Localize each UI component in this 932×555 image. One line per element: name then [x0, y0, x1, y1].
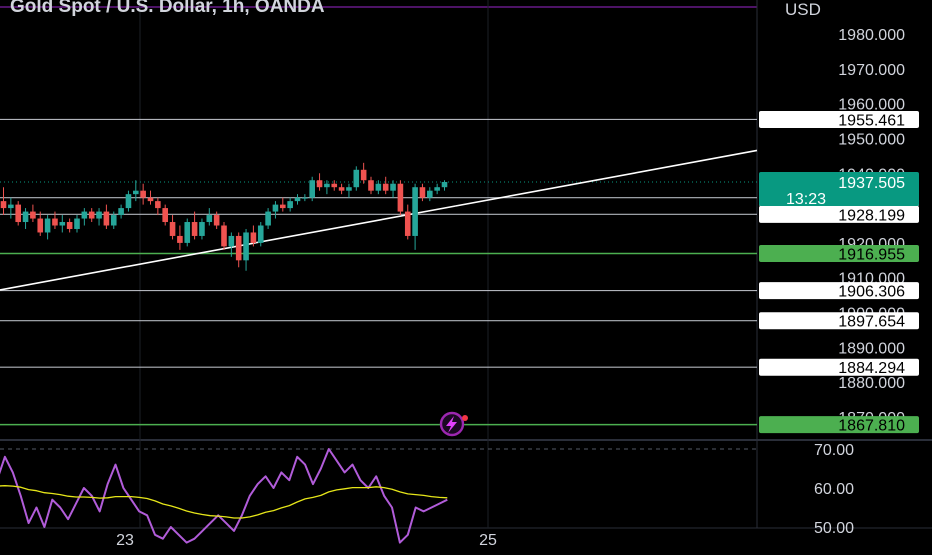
- current-price-label: 1937.505: [838, 175, 905, 192]
- candle-down[interactable]: [280, 204, 286, 209]
- rsi-line[interactable]: [0, 448, 448, 544]
- candle-down[interactable]: [103, 211, 110, 226]
- price-level-tag[interactable]: [759, 282, 919, 300]
- candle-up[interactable]: [125, 194, 132, 209]
- candle-up[interactable]: [309, 180, 315, 198]
- candle-down[interactable]: [66, 222, 73, 229]
- price-level-label: 1906.306: [838, 284, 905, 301]
- candle-down[interactable]: [0, 201, 7, 209]
- candle-down[interactable]: [191, 222, 198, 236]
- candle-down[interactable]: [360, 169, 367, 181]
- candle-up[interactable]: [375, 183, 382, 191]
- candle-down[interactable]: [316, 180, 323, 188]
- currency-label[interactable]: USD: [785, 0, 821, 19]
- candle-down[interactable]: [397, 183, 404, 212]
- price-axis-tick: 1970.000: [838, 62, 905, 79]
- candle-up[interactable]: [265, 211, 271, 226]
- candle-down[interactable]: [30, 211, 36, 219]
- price-level-tag[interactable]: [759, 205, 919, 223]
- candle-down[interactable]: [368, 180, 374, 191]
- candle-down[interactable]: [140, 190, 146, 198]
- price-level-label: 1955.461: [838, 112, 905, 129]
- candle-up[interactable]: [96, 211, 102, 219]
- candle-down[interactable]: [419, 187, 426, 198]
- candle-down[interactable]: [162, 208, 168, 223]
- candle-down[interactable]: [88, 211, 95, 219]
- candle-up[interactable]: [353, 169, 360, 188]
- symbol-title: Gold Spot / U.S. Dollar, 1h, OANDA: [10, 0, 325, 17]
- price-axis-tick: 1980.000: [838, 27, 905, 44]
- candle-up[interactable]: [59, 222, 66, 226]
- candle-up[interactable]: [412, 187, 418, 236]
- time-axis-tick: 25: [479, 532, 497, 549]
- candle-down[interactable]: [169, 222, 176, 236]
- candle-up[interactable]: [199, 222, 205, 236]
- candle-up[interactable]: [434, 187, 440, 191]
- candle-up[interactable]: [206, 215, 213, 223]
- candle-down[interactable]: [404, 211, 411, 236]
- candle-down[interactable]: [213, 215, 220, 226]
- current-price-tag[interactable]: [759, 171, 919, 206]
- candle-up[interactable]: [257, 225, 264, 243]
- price-axis-tick: 1880.000: [838, 375, 905, 392]
- candle-down[interactable]: [331, 183, 338, 188]
- price-level-tag[interactable]: [759, 416, 919, 434]
- price-level-tag[interactable]: [759, 358, 919, 376]
- price-level-label: 1867.810: [838, 418, 905, 435]
- alert-dot-icon: [462, 415, 468, 421]
- candle-up[interactable]: [118, 208, 124, 216]
- candle-up[interactable]: [184, 222, 191, 243]
- trendline-extension: [455, 149, 758, 207]
- candle-up[interactable]: [8, 204, 14, 209]
- price-level-label: 1884.294: [838, 360, 905, 377]
- candle-down[interactable]: [235, 235, 242, 261]
- rsi-ma-line[interactable]: [0, 485, 448, 519]
- price-level-label: 1928.199: [838, 207, 905, 224]
- price-level-label: 1897.654: [838, 314, 905, 331]
- candle-down[interactable]: [250, 232, 257, 243]
- price-level-tag[interactable]: [759, 110, 919, 128]
- candle-up[interactable]: [44, 218, 51, 233]
- price-axis-tick: 1960.000: [838, 97, 905, 114]
- candle-down[interactable]: [147, 197, 154, 202]
- candle-up[interactable]: [228, 235, 235, 247]
- candle-down[interactable]: [155, 201, 161, 209]
- candle-down[interactable]: [37, 218, 44, 233]
- candle-up[interactable]: [272, 204, 279, 212]
- candle-up[interactable]: [294, 197, 301, 202]
- rsi-axis-tick: 70.00: [814, 442, 854, 459]
- candle-up[interactable]: [302, 197, 308, 199]
- time-axis-tick: 23: [116, 532, 134, 549]
- candle-up[interactable]: [324, 183, 330, 188]
- price-axis-tick: 1890.000: [838, 340, 905, 357]
- candle-up[interactable]: [346, 187, 352, 191]
- rsi-axis-tick: 50.00: [814, 520, 854, 537]
- candle-up[interactable]: [243, 232, 249, 261]
- candle-down[interactable]: [221, 225, 227, 247]
- candle-up[interactable]: [133, 190, 139, 195]
- rsi-axis-tick: 60.00: [814, 481, 854, 498]
- price-level-label: 1916.955: [838, 247, 905, 264]
- price-axis-tick: 1950.000: [838, 131, 905, 148]
- price-level-tag[interactable]: [759, 245, 919, 263]
- candle-up[interactable]: [74, 218, 80, 229]
- candle-down[interactable]: [177, 235, 183, 243]
- candle-up[interactable]: [441, 181, 448, 188]
- candle-up[interactable]: [22, 211, 29, 223]
- candle-up[interactable]: [81, 211, 88, 219]
- candle-down[interactable]: [382, 183, 389, 191]
- candle-up[interactable]: [110, 215, 117, 226]
- candle-up[interactable]: [287, 201, 293, 209]
- candle-up[interactable]: [427, 190, 433, 198]
- lightning-icon: [446, 416, 457, 433]
- trendline[interactable]: [0, 205, 456, 291]
- price-level-tag[interactable]: [759, 312, 919, 330]
- candle-down[interactable]: [52, 218, 58, 226]
- candle-up[interactable]: [390, 183, 396, 191]
- candle-down[interactable]: [338, 187, 345, 191]
- countdown-label: 13:23: [786, 191, 826, 208]
- candle-down[interactable]: [15, 204, 21, 223]
